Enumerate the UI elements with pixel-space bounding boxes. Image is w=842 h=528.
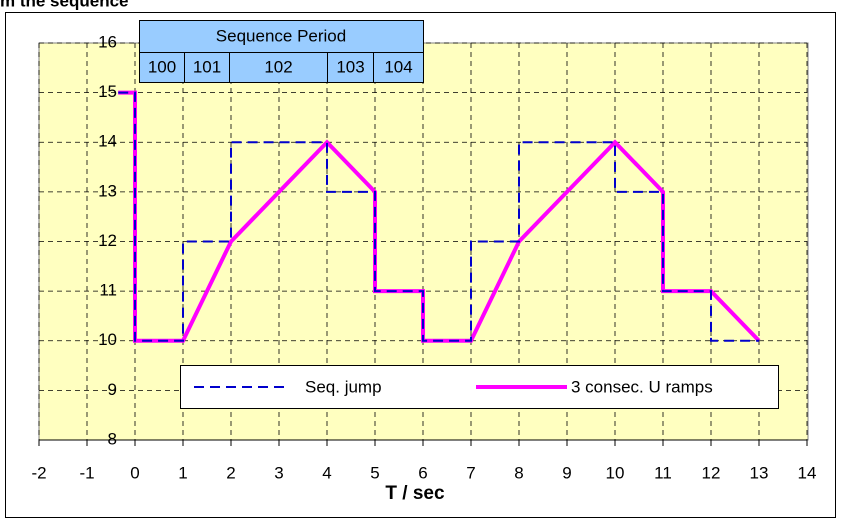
annotation-cell-text: 103 — [336, 57, 364, 76]
x-tick-label: 12 — [702, 463, 721, 482]
x-tick-label: 2 — [226, 463, 235, 482]
annotation-cell-text: 100 — [148, 57, 176, 76]
x-tick-label: 10 — [606, 463, 625, 482]
annotation-cell — [373, 52, 424, 83]
x-tick-label: 1 — [178, 463, 187, 482]
chart-title: m the sequence — [0, 0, 129, 10]
y-tick-label: 9 — [108, 380, 117, 399]
x-tick-label: 13 — [750, 463, 769, 482]
y-tick-label: 13 — [98, 181, 117, 200]
x-tick-label: 3 — [274, 463, 283, 482]
x-tick-label: 0 — [130, 463, 139, 482]
x-axis-label: T / sec — [385, 483, 445, 504]
annotation-cell-text: 101 — [193, 57, 221, 76]
x-tick-label: -2 — [31, 463, 46, 482]
annotation-header-text: Sequence Period — [216, 26, 346, 45]
y-tick-label: 12 — [98, 231, 117, 250]
y-tick-label: 16 — [98, 32, 117, 51]
x-tick-label: 11 — [654, 463, 672, 482]
x-tick-label: 5 — [370, 463, 379, 482]
x-tick-label: 7 — [466, 463, 475, 482]
x-tick-label: 6 — [418, 463, 427, 482]
x-tick-label: 8 — [514, 463, 523, 482]
annotation-cell-text: 102 — [264, 57, 292, 76]
y-tick-label: 11 — [99, 281, 117, 300]
x-tick-label: 4 — [322, 463, 331, 482]
legend-label: Seq. jump — [305, 377, 382, 396]
annotation-cell-text: 104 — [384, 57, 412, 76]
x-tick-label: 9 — [562, 463, 571, 482]
annotation-header — [139, 20, 424, 53]
annotation-cell — [184, 52, 230, 83]
x-tick-label: -1 — [79, 463, 94, 482]
y-tick-label: 8 — [108, 429, 117, 448]
annotation-cell — [229, 52, 328, 83]
legend-label: 3 consec. U ramps — [571, 377, 713, 396]
x-tick-label: 14 — [798, 463, 817, 482]
y-tick-label: 10 — [98, 330, 117, 349]
y-tick-label: 15 — [98, 82, 117, 101]
y-tick-label: 14 — [98, 132, 117, 151]
